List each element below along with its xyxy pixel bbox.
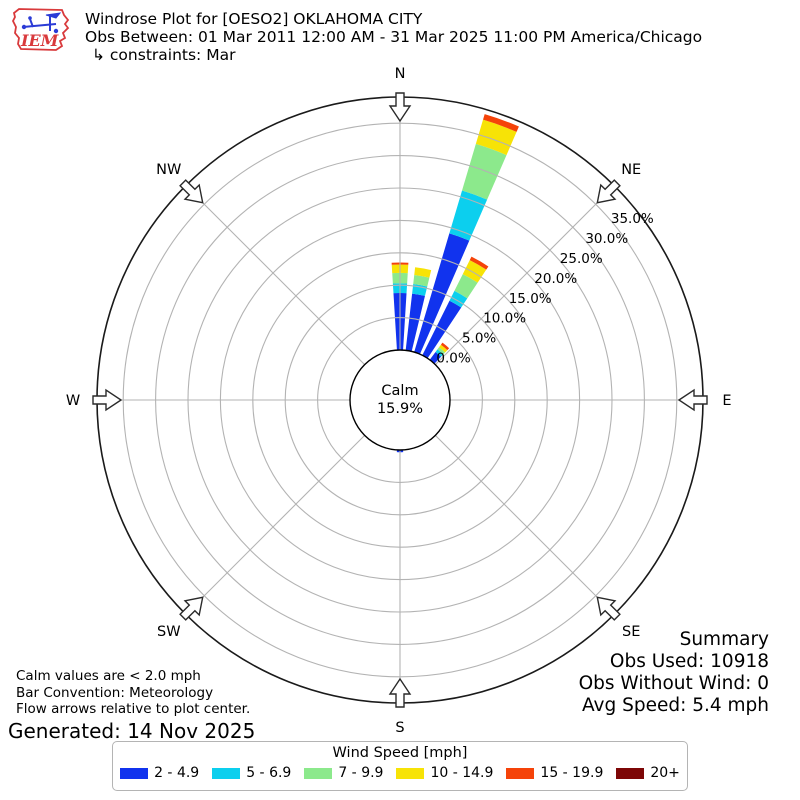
bar-sector [412,284,428,296]
calm-label: Calm [381,383,418,399]
notes-block: Calm values are < 2.0 mph Bar Convention… [16,668,250,718]
ring-label: 30.0% [585,231,628,247]
legend-swatch [616,767,645,779]
grid-spoke [185,185,366,366]
legend-title: Wind Speed [mph] [332,745,468,761]
summary-obs-without-wind: Obs Without Wind: 0 [578,673,769,694]
plot-constraints: ↳ constraints: Mar [92,46,236,64]
legend-label: 10 - 14.9 [430,765,494,781]
legend-swatch [396,767,425,779]
legend-swatch [506,767,535,779]
summary-obs-used: Obs Used: 10918 [609,651,769,672]
flow-arrow-e [677,388,708,412]
summary-avg-speed: Avg Speed: 5.4 mph [581,695,769,716]
compass-label-sw: SW [157,624,181,640]
bar-sector [414,267,432,278]
calm-percent: 15.9% [377,401,423,417]
legend-swatch [120,767,149,779]
flow-arrow-sw [179,596,204,621]
bar-sector [429,351,442,364]
legend-item: 5 - 6.9 [212,765,291,781]
bar-sector [435,349,444,357]
legend-items: 2 - 4.9 5 - 6.9 7 - 9.9 10 - 14.9 15 - 19.9 2… [120,765,680,781]
legend-item: 10 - 14.9 [396,765,493,781]
legend-item: 20+ [616,765,680,781]
weather-vane-icon [21,12,62,34]
flow-arrow-ne [596,179,621,204]
ring-label: 15.0% [509,291,552,307]
bar-sector [440,342,450,351]
title-block: Windrose Plot for [OESO2] OKLAHOMA CITY … [85,10,702,64]
flow-arrows-note: Flow arrows relative to plot center. [16,701,251,717]
grid-spoke [185,434,366,615]
legend-item: 15 - 19.9 [506,765,603,781]
ring-label: 5.0% [462,331,496,347]
ring-label: 0.0% [436,351,470,367]
plot-subtitle: Obs Between: 01 Mar 2011 12:00 AM - 31 M… [85,28,703,46]
grid-spoke [434,434,615,615]
compass-label-se: SE [622,624,640,640]
ring-label: 20.0% [534,271,577,287]
flow-arrow-n [388,92,412,123]
compass-label-ne: NE [621,162,641,178]
flow-arrow-nw [179,179,204,204]
bar-sector [437,347,446,355]
flow-arrow-se [596,596,621,621]
bar-sector [469,256,489,270]
compass-label-w: W [66,393,80,409]
legend-item: 7 - 9.9 [304,765,383,781]
legend-swatch [212,767,241,779]
plot-title: Windrose Plot for [OESO2] OKLAHOMA CITY [85,10,423,28]
bar-convention-note: Bar Convention: Meteorology [16,684,214,701]
bar-sector [438,344,448,353]
legend-item: 2 - 4.9 [120,765,199,781]
bar-sector [462,143,507,200]
calm-circle [349,349,451,451]
bar-sector [475,119,517,156]
flow-arrow-w [92,388,123,412]
ring-label: 35.0% [611,211,654,227]
legend-label: 20+ [650,765,680,781]
legend-label: 7 - 9.9 [338,765,384,781]
iowa-outline [11,8,70,51]
calm-note: Calm values are < 2.0 mph [16,668,201,684]
legend-label: 15 - 19.9 [540,765,604,781]
bar-sector [454,274,478,299]
compass-label-e: E [722,393,731,409]
bar-sector [483,114,519,132]
bar-sector [405,293,425,352]
bar-sector [413,274,430,287]
summary-block: Summary Obs Used: 10918 Obs Without Wind… [579,629,769,717]
legend-swatch [304,767,333,779]
legend-label: 2 - 4.9 [154,765,200,781]
grid-spoke [434,185,615,366]
flow-arrow-s [388,677,412,708]
compass-label-s: S [395,720,404,736]
generated-label: Generated: 14 Nov 2025 [8,719,256,743]
compass-label-n: N [395,66,406,82]
ring-label: 25.0% [560,251,603,267]
summary-title: Summary [679,629,769,650]
iem-logo: IEM [11,8,70,51]
ring-label: 10.0% [483,311,526,327]
bar-sector [449,190,488,241]
wind-speed-legend: Wind Speed [mph] 2 - 4.9 5 - 6.9 7 - 9.9 10… [112,741,688,791]
compass-label-nw: NW [156,162,181,178]
legend-label: 5 - 6.9 [246,765,292,781]
iem-logo-text: IEM [20,31,60,50]
